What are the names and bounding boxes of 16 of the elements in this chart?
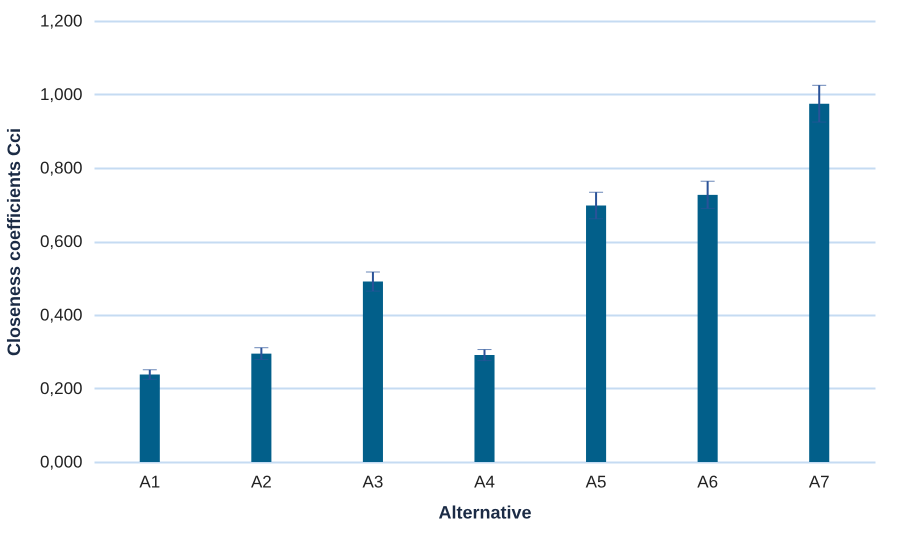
y-tick-label: 0,800 xyxy=(40,158,82,178)
x-axis-title: Alternative xyxy=(438,502,532,522)
y-tick-label: 0,000 xyxy=(40,452,82,472)
y-tick-label: 0,200 xyxy=(40,379,82,398)
x-tick-label: A2 xyxy=(250,472,272,492)
x-tick-label: A3 xyxy=(362,472,384,492)
y-tick-label: 1,200 xyxy=(40,12,82,30)
x-tick-label: A4 xyxy=(474,472,495,492)
x-tick-label: A5 xyxy=(586,472,606,492)
y-tick-label: 0,600 xyxy=(40,232,82,251)
x-tick-label: A1 xyxy=(139,472,160,492)
x-tick-label: A7 xyxy=(808,472,830,492)
y-tick-label: 0,400 xyxy=(40,306,82,324)
y-axis-title: Closeness coefficients Cci xyxy=(4,128,24,356)
y-tick-label: 1,000 xyxy=(40,85,82,104)
x-tick-label: A6 xyxy=(697,472,718,492)
